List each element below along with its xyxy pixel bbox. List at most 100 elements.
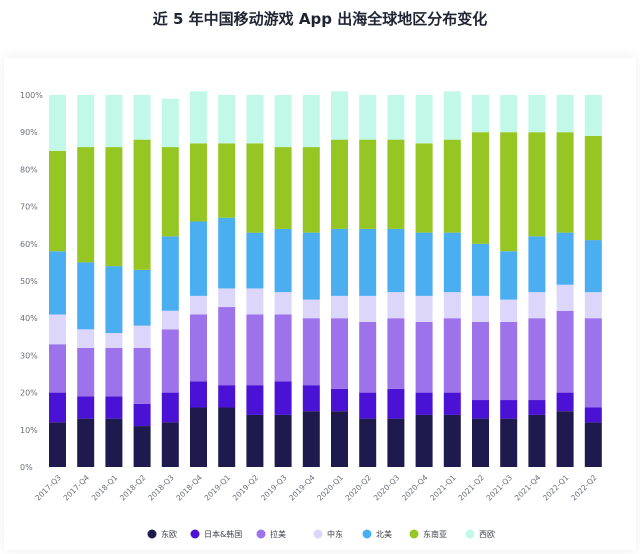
bar-segment <box>500 132 518 252</box>
bar-segment <box>415 143 433 233</box>
bar-segment <box>105 347 123 397</box>
bar-segment <box>443 318 461 393</box>
bar-segment <box>387 139 405 229</box>
bar-segment <box>246 314 264 386</box>
bar-segment <box>500 418 518 467</box>
bar-segment <box>443 392 461 415</box>
bar-segment <box>218 217 236 289</box>
bar-segment <box>190 407 207 467</box>
bar-segment <box>528 292 546 319</box>
legend-swatch <box>409 529 419 539</box>
bar-stack <box>500 95 518 467</box>
bar-segment <box>161 98 179 148</box>
legend-item: 东南亚 <box>409 529 447 539</box>
bar-segment <box>331 295 348 319</box>
bar-segment <box>331 388 348 412</box>
bar-segment <box>528 400 546 415</box>
x-tick-label: 2022-Q2 <box>569 473 599 503</box>
bar-segment <box>190 143 207 222</box>
bar-segment <box>77 329 95 348</box>
bar-segment <box>387 292 405 319</box>
x-tick-label: 2020-Q3 <box>372 473 402 503</box>
bar-stack <box>472 95 489 467</box>
bar-segment <box>556 95 574 133</box>
legend-label: 西欧 <box>479 529 495 539</box>
y-tick-label: 0% <box>20 463 33 472</box>
bar-segment <box>415 295 433 322</box>
bar-stack <box>359 95 377 467</box>
bar-segment <box>528 414 546 467</box>
y-tick-label: 20% <box>20 389 38 398</box>
legend-item: 东欧 <box>147 529 177 539</box>
bar-segment <box>190 381 207 408</box>
bar-segment <box>359 321 377 393</box>
x-tick-label: 2021-Q2 <box>456 473 486 503</box>
bar-stack <box>190 91 207 467</box>
bar-segment <box>443 91 461 140</box>
legend-label: 北美 <box>376 529 392 539</box>
y-tick-label: 30% <box>20 351 38 360</box>
bar-segment <box>105 333 123 348</box>
bar-segment <box>302 411 320 467</box>
bar-segment <box>331 318 348 389</box>
bar-segment <box>77 396 95 419</box>
x-tick-label: 2021-Q1 <box>428 473 458 503</box>
bar-segment <box>556 232 574 285</box>
bar-segment <box>133 139 151 270</box>
bar-segment <box>105 418 123 467</box>
bar-stack <box>246 95 264 467</box>
bar-segment <box>246 232 264 289</box>
bar-segment <box>161 329 179 393</box>
x-tick-label: 2018-Q1 <box>90 473 120 503</box>
bar-segment <box>500 251 518 300</box>
bar-segment <box>218 288 236 308</box>
y-tick-label: 10% <box>20 426 38 435</box>
bar-segment <box>218 385 236 408</box>
bar-segment <box>302 299 320 319</box>
x-tick-label: 2018-Q4 <box>174 473 204 503</box>
x-tick-label: 2022-Q1 <box>541 473 571 503</box>
bar-segment <box>528 236 546 293</box>
bar-segment <box>77 147 95 263</box>
bar-segment <box>49 95 66 151</box>
legend-item: 北美 <box>362 529 392 539</box>
chart-title: 近 5 年中国移动游戏 App 出海全球地区分布变化 <box>152 10 488 28</box>
bar-segment <box>500 299 518 322</box>
x-tick-label: 2018-Q2 <box>118 473 148 503</box>
bar-segment <box>218 407 236 467</box>
legend-item: 中东 <box>313 529 343 539</box>
bar-segment <box>331 139 348 229</box>
bar-segment <box>584 407 602 423</box>
bar-segment <box>472 295 489 322</box>
bar-stack <box>302 95 320 467</box>
bar-segment <box>472 243 489 296</box>
bar-stack <box>218 95 236 467</box>
bar-segment <box>302 318 320 386</box>
bar-segment <box>246 414 264 467</box>
bar-segment <box>331 228 348 296</box>
bar-segment <box>246 95 264 144</box>
bar-segment <box>161 392 179 423</box>
bar-segment <box>415 392 433 415</box>
legend-label: 拉美 <box>270 529 286 539</box>
bar-segment <box>415 414 433 467</box>
bar-segment <box>190 221 207 296</box>
bar-segment <box>443 292 461 319</box>
bar-segment <box>190 91 207 144</box>
x-axis: 2017-Q32017-Q42018-Q12018-Q22018-Q32018-… <box>33 473 598 503</box>
bar-segment <box>246 288 264 315</box>
bar-segment <box>133 325 151 348</box>
bar-segment <box>331 91 348 140</box>
bar-segment <box>77 95 95 148</box>
y-tick-label: 60% <box>20 240 38 249</box>
bar-segment <box>133 269 151 326</box>
bar-segment <box>274 95 292 148</box>
bar-segment <box>387 388 405 419</box>
bar-segment <box>556 411 574 467</box>
bar-segment <box>415 321 433 393</box>
bar-segment <box>218 307 236 386</box>
bar-segment <box>246 143 264 233</box>
y-tick-label: 50% <box>20 277 38 286</box>
bar-segment <box>528 132 546 237</box>
bar-segment <box>415 232 433 296</box>
